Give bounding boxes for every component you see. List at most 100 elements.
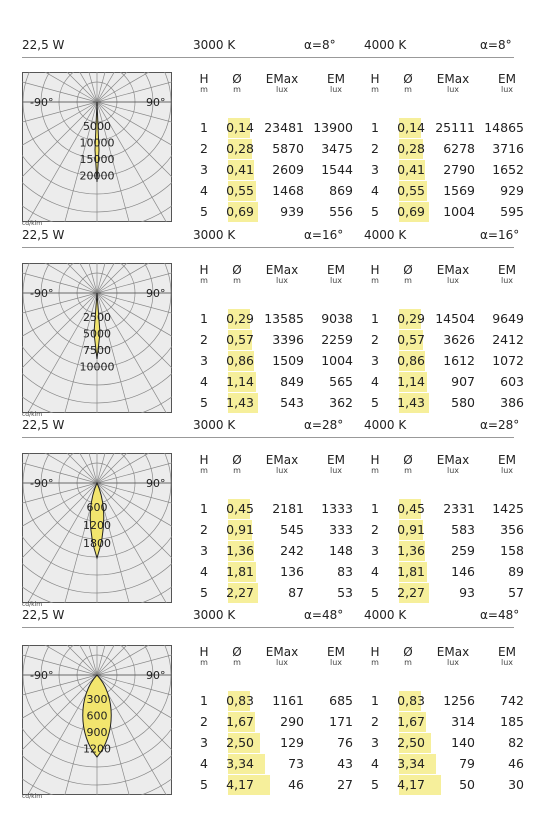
diameter-highlight <box>399 351 425 371</box>
diameter-highlight <box>228 202 258 222</box>
diameter-highlight <box>228 160 254 180</box>
column-header-emax: EMax lux <box>262 264 302 285</box>
table-cell-em: 595 <box>500 204 524 219</box>
table-cell-h: 4 <box>371 564 379 579</box>
table-cell-emax: 3396 <box>272 332 304 347</box>
table-cell-em: 158 <box>500 543 524 558</box>
scale-label: 10000 <box>80 361 115 374</box>
table-cell-d: 0,86 <box>397 353 425 368</box>
column-header-unit: m <box>371 276 379 285</box>
column-header-label: H <box>370 453 380 467</box>
table-cell-emax: 93 <box>459 585 475 600</box>
column-header-unit: m <box>404 276 412 285</box>
table-cell-emax: 87 <box>288 585 304 600</box>
polar-diagram: -90° 90° 600 1200 1800 <box>22 453 172 603</box>
table-cell-em: 148 <box>329 543 353 558</box>
panel-footer-row: 22,5 W 3000 K α=48° 4000 K α=48° <box>0 608 559 622</box>
column-header-unit: m <box>371 658 379 667</box>
diameter-highlight <box>399 160 425 180</box>
table-cell-emax: 1161 <box>272 693 304 708</box>
column-header-label: EM <box>327 645 345 659</box>
panel-footer-row: 22,5 W 3000 K α=16° 4000 K α=16° <box>0 228 559 242</box>
column-header-unit: lux <box>446 276 460 285</box>
scale-label: 600 <box>87 501 108 514</box>
footer-temp2: 4000 K <box>364 228 407 242</box>
table-cell-d: 1,14 <box>226 374 254 389</box>
table-cell-d: 0,45 <box>226 501 254 516</box>
table-cell-d: 3,34 <box>397 756 425 771</box>
table-cell-emax: 290 <box>280 714 304 729</box>
diameter-highlight <box>399 139 423 159</box>
table-cell-d: 0,69 <box>226 204 254 219</box>
table-cell-em: 565 <box>329 374 353 389</box>
angle-label-left: -90° <box>30 96 53 109</box>
table-cell-d: 0,55 <box>226 183 254 198</box>
table-cell-h: 1 <box>200 693 208 708</box>
footer-alpha2: α=48° <box>480 608 520 622</box>
diameter-highlight <box>228 118 250 138</box>
diameter-highlight <box>399 330 423 350</box>
column-header-unit: lux <box>329 276 343 285</box>
column-header-em: EM lux <box>490 454 524 475</box>
column-header-label: EMax <box>436 72 470 86</box>
table-cell-d: 0,57 <box>397 332 425 347</box>
table-cell-h: 1 <box>371 693 379 708</box>
table-cell-em: 2412 <box>492 332 524 347</box>
angle-label-left: -90° <box>30 287 53 300</box>
angle-label-left: -90° <box>30 669 53 682</box>
footer-temp2: 4000 K <box>364 418 407 432</box>
table-cell-em: 1004 <box>321 353 353 368</box>
table-cell-h: 4 <box>200 374 208 389</box>
table-cell-d: 0,41 <box>226 162 254 177</box>
beam-curve <box>82 674 112 758</box>
table-cell-em: 76 <box>337 735 353 750</box>
table-cell-em: 13900 <box>313 120 353 135</box>
diameter-highlight <box>399 583 429 603</box>
table-cell-h: 3 <box>200 162 208 177</box>
footer-power: 22,5 W <box>22 418 65 432</box>
table-cell-d: 2,50 <box>226 735 254 750</box>
diameter-highlight <box>228 775 270 795</box>
column-header-em: EM lux <box>319 454 353 475</box>
table-cell-emax: 2331 <box>443 501 475 516</box>
table-cell-d: 2,27 <box>397 585 425 600</box>
column-header-unit: m <box>233 658 241 667</box>
table-cell-emax: 13585 <box>264 311 304 326</box>
column-header-unit: m <box>371 466 379 475</box>
column-header-emax: EMax lux <box>433 264 473 285</box>
column-header-unit: lux <box>275 85 289 94</box>
column-header-unit: lux <box>446 85 460 94</box>
angle-label-right: 90° <box>146 669 166 682</box>
footer-alpha2: α=16° <box>480 228 520 242</box>
column-header-unit: m <box>404 466 412 475</box>
table-cell-em: 356 <box>500 522 524 537</box>
beam-angle-right: α=8° <box>480 38 512 52</box>
table-cell-h: 3 <box>200 735 208 750</box>
table-cell-em: 2259 <box>321 332 353 347</box>
table-cell-h: 2 <box>371 332 379 347</box>
column-header-unit: lux <box>275 276 289 285</box>
column-header-label: H <box>199 72 209 86</box>
table-cell-emax: 25111 <box>435 120 475 135</box>
table-cell-h: 2 <box>200 714 208 729</box>
table-cell-emax: 2790 <box>443 162 475 177</box>
footer-temp1: 3000 K <box>193 418 236 432</box>
column-header-unit: m <box>233 85 241 94</box>
column-header-label: Ø <box>403 453 413 467</box>
table-cell-h: 4 <box>371 756 379 771</box>
table-cell-em: 685 <box>329 693 353 708</box>
diameter-highlight <box>399 754 436 774</box>
table-cell-d: 0,91 <box>397 522 425 537</box>
table-cell-h: 4 <box>371 183 379 198</box>
diameter-highlight <box>399 202 429 222</box>
column-header-label: EM <box>327 72 345 86</box>
scale-label: 15000 <box>80 153 115 166</box>
table-cell-h: 5 <box>371 204 379 219</box>
